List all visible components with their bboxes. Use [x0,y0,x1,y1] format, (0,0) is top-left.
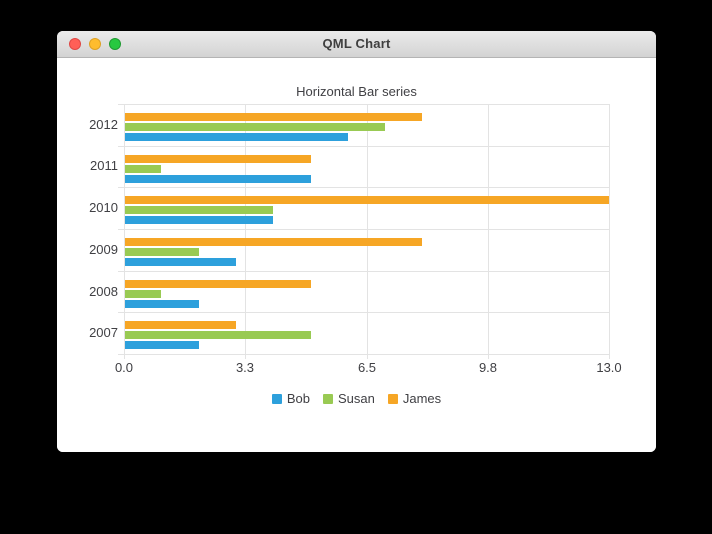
gridline-horizontal [118,229,610,230]
gridline-horizontal [118,104,610,105]
chart-canvas: Horizontal Bar series 0.0 3.3 6.5 9.8 13.0 20… [57,58,656,452]
chart-title: Horizontal Bar series [296,84,417,99]
bar-bob-2012 [125,133,348,141]
gridline-vertical [124,104,125,359]
gridline-vertical [367,104,368,359]
legend-label: Bob [286,391,310,406]
bar-james-2009 [125,238,422,246]
x-tick-label: 3.3 [235,360,255,375]
legend-marker-james [387,393,398,404]
legend-marker-bob [271,393,282,404]
legend-marker-susan [322,393,333,404]
x-tick-label: 9.8 [478,360,498,375]
category-label-2010: 2010 [89,200,118,215]
gridline-horizontal [118,146,610,147]
maximize-button[interactable] [109,38,121,50]
legend-item-james: James [387,391,442,406]
bar-bob-2009 [125,258,236,266]
bar-susan-2008 [125,290,161,298]
gridline-horizontal [118,312,610,313]
category-label-2009: 2009 [89,242,118,257]
bar-bob-2011 [125,175,311,183]
bar-susan-2011 [125,165,161,173]
bar-james-2011 [125,155,311,163]
legend-item-bob: Bob [271,391,310,406]
gridline-horizontal [118,354,610,355]
gridline-horizontal [118,271,610,272]
titlebar[interactable]: QML Chart [57,31,656,58]
legend: Bob Susan James [57,392,656,405]
gridline-vertical [488,104,489,359]
category-label-2008: 2008 [89,284,118,299]
legend-item-susan: Susan [322,391,375,406]
minimize-button[interactable] [89,38,101,50]
gridline-horizontal [118,187,610,188]
legend-label: Susan [337,391,375,406]
bar-bob-2008 [125,300,199,308]
bar-james-2007 [125,321,236,329]
close-button[interactable] [69,38,81,50]
bar-susan-2009 [125,248,199,256]
window-title: QML Chart [322,36,391,51]
bar-susan-2007 [125,331,311,339]
app-window: QML Chart Horizontal Bar series 0.0 3.3 6.… [57,31,656,452]
traffic-lights [69,38,121,50]
plot-area: 0.0 3.3 6.5 9.8 13.0 2012 2011 2010 2009 2008 2007 [57,58,656,452]
category-label-2012: 2012 [89,117,118,132]
bar-susan-2010 [125,206,273,214]
category-label-2007: 2007 [89,325,118,340]
x-tick-label: 0.0 [114,360,134,375]
bar-susan-2012 [125,123,385,131]
x-tick-label: 6.5 [357,360,377,375]
bar-james-2008 [125,280,311,288]
bar-bob-2007 [125,341,199,349]
gridline-vertical [609,104,610,359]
bar-james-2010 [125,196,609,204]
category-label-2011: 2011 [90,158,118,173]
gridline-vertical [245,104,246,359]
bar-bob-2010 [125,216,273,224]
x-tick-label: 13.0 [596,360,622,375]
legend-label: James [402,391,442,406]
bar-james-2012 [125,113,422,121]
